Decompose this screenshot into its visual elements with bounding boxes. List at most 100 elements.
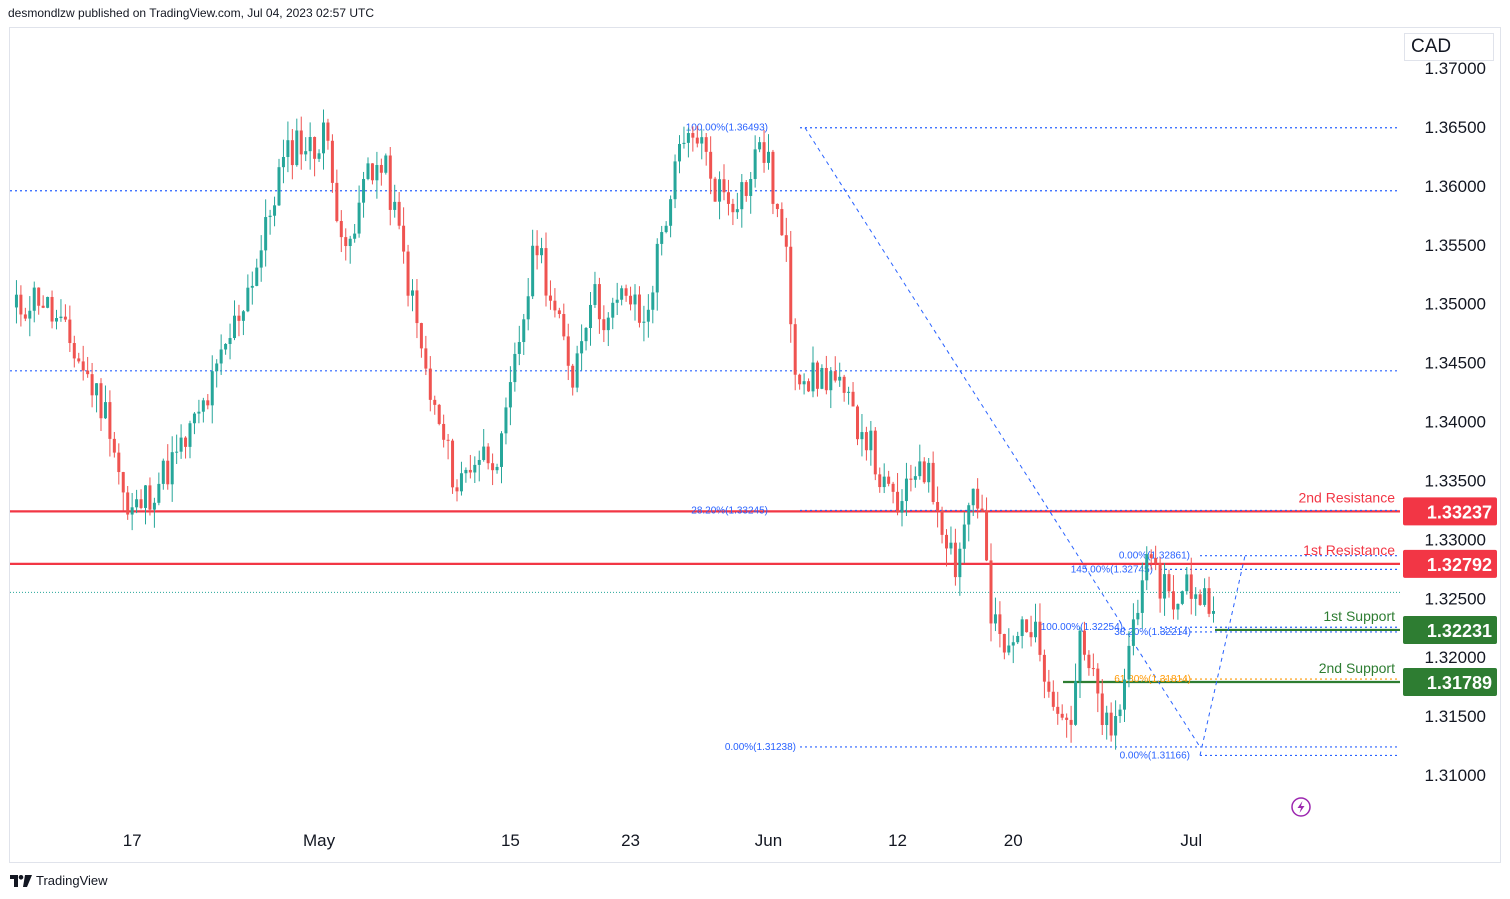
candle-body-123 [557, 310, 561, 315]
candle-body-101 [459, 473, 463, 492]
level-annotation-1: 1st Resistance [1303, 542, 1395, 558]
candle-body-98 [446, 439, 450, 441]
fib-right-label-4: 61.80%(1.31814) [1114, 674, 1191, 685]
candle-body-94 [428, 368, 432, 400]
candle-body-181 [815, 362, 819, 389]
candle-body-257 [1154, 557, 1158, 564]
candle-body-99 [451, 440, 455, 488]
candle-body-128 [580, 341, 584, 354]
candle-body-250 [1123, 679, 1126, 710]
candle-body-67 [308, 137, 312, 152]
candle-body-189 [851, 391, 855, 407]
candle-body-62 [286, 140, 290, 157]
candle-body-146 [660, 232, 664, 244]
candle-body-8 [46, 296, 50, 308]
candle-body-65 [299, 130, 303, 155]
candle-body-138 [624, 288, 628, 296]
candle-body-131 [593, 284, 597, 305]
candle-body-113 [513, 353, 517, 383]
candle-body-238 [1069, 719, 1073, 725]
candle-body-142 [642, 321, 646, 323]
candle-body-153 [691, 133, 695, 138]
candle-body-63 [290, 140, 294, 166]
candle-body-233 [1047, 681, 1051, 692]
candle-body-117 [531, 245, 535, 297]
candle-body-97 [442, 423, 446, 440]
candle-body-161 [726, 192, 730, 204]
candle-body-173 [780, 209, 784, 236]
currency-selector[interactable]: CAD [1404, 33, 1494, 61]
candle-body-211 [949, 542, 953, 549]
candle-body-222 [998, 614, 1002, 634]
candle-body-1 [14, 294, 18, 308]
tradingview-logo-icon [10, 874, 32, 887]
fibonacci-drawings: 100.00%(1.36493) 28.20%(1.33245) 0.00%(1.3… [686, 123, 1400, 761]
candle-body-46 [215, 363, 219, 372]
fib-left-trend [804, 127, 1201, 748]
candle-body-178 [802, 381, 806, 385]
candle-body-188 [847, 391, 851, 393]
candle-body-58 [268, 215, 272, 218]
lightning-icon[interactable] [1291, 797, 1311, 817]
candle-body-114 [517, 342, 521, 354]
candle-body-92 [419, 323, 423, 349]
candle-body-9 [50, 296, 54, 322]
candle-body-47 [219, 349, 223, 364]
candle-body-245 [1100, 693, 1104, 726]
candle-body-203 [913, 476, 917, 480]
candle-body-71 [326, 122, 330, 141]
candle-body-194 [873, 430, 877, 475]
candle-body-32 [152, 502, 156, 510]
level-annotation-3: 2nd Support [1319, 660, 1395, 676]
y-tick-label-11: 1.31500 [1425, 707, 1486, 726]
candle-body-17 [86, 370, 90, 375]
candle-body-237 [1065, 717, 1069, 720]
y-tick-label-5: 1.34500 [1425, 354, 1486, 373]
candle-body-106 [482, 446, 486, 460]
y-tick-label-7: 1.33500 [1425, 471, 1486, 490]
candle-body-126 [571, 365, 575, 388]
candle-body-154 [695, 137, 699, 144]
candle-body-34 [161, 460, 165, 484]
candle-body-13 [68, 319, 72, 344]
y-tick-label-4: 1.35000 [1425, 295, 1486, 314]
candle-body-108 [491, 463, 495, 471]
candle-body-116 [526, 296, 530, 320]
candle-body-150 [678, 143, 681, 162]
candle-body-209 [940, 510, 944, 535]
candle-body-69 [317, 153, 321, 159]
candle-body-22 [108, 402, 112, 439]
level-lines [10, 190, 1400, 684]
candle-body-127 [575, 353, 579, 388]
candle-body-37 [175, 451, 179, 453]
candle-body-191 [860, 432, 864, 440]
candle-body-27 [130, 507, 134, 515]
candle-body-218 [980, 508, 984, 511]
candle-body-249 [1118, 709, 1122, 717]
fib-right-trend [1199, 555, 1246, 756]
candle-body-119 [540, 248, 544, 256]
candle-body-224 [1007, 645, 1011, 653]
price-tag-1 [1403, 549, 1497, 578]
candle-body-23 [112, 438, 116, 453]
candle-body-61 [281, 156, 285, 168]
price-tag-label-0: 1.33237 [1427, 502, 1492, 522]
candle-body-252 [1131, 619, 1135, 646]
candle-body-160 [722, 179, 726, 193]
candle-body-76 [348, 238, 352, 247]
candle-body-12 [63, 316, 67, 320]
candle-body-78 [357, 202, 361, 234]
candle-body-54 [250, 285, 254, 288]
candle-body-256 [1149, 554, 1153, 558]
candle-body-242 [1087, 654, 1091, 669]
candle-body-254 [1140, 580, 1144, 613]
candle-body-185 [833, 371, 837, 381]
candles [14, 109, 1215, 750]
candle-body-75 [344, 237, 348, 247]
tradingview-brand[interactable]: TradingView [10, 873, 108, 888]
y-tick-label-1: 1.36500 [1425, 118, 1486, 137]
candle-body-73 [335, 182, 339, 221]
candle-body-268 [1203, 588, 1207, 605]
candle-body-85 [388, 155, 392, 210]
